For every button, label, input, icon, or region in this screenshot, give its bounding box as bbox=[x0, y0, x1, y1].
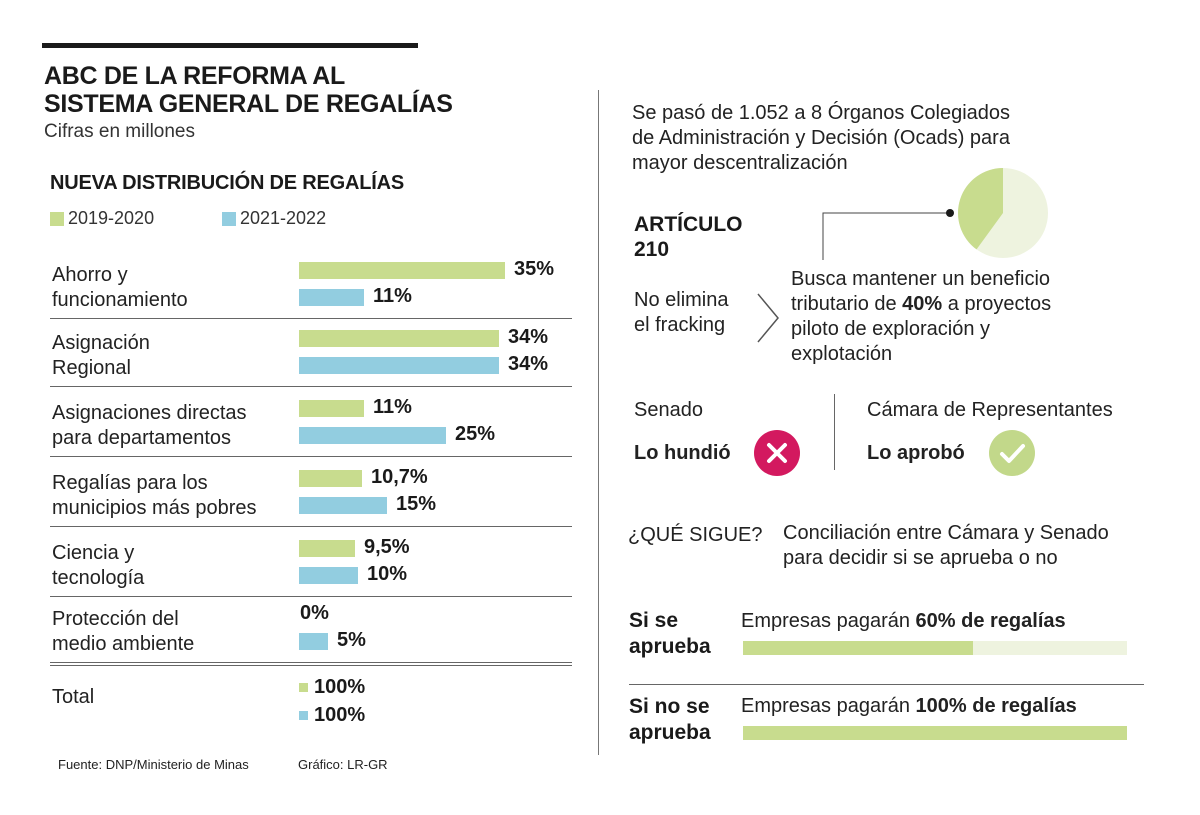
articulo-description: Busca mantener un beneficio tributario d… bbox=[791, 268, 1052, 365]
chevron-right-icon bbox=[757, 293, 779, 343]
bar-2019-2020 bbox=[299, 470, 362, 487]
row-divider bbox=[50, 456, 572, 457]
chart-title: NUEVA DISTRIBUCIÓN DE REGALÍAS bbox=[50, 172, 405, 194]
camara-label: Cámara de Representantes bbox=[867, 399, 1113, 421]
value-label: 10,7% bbox=[371, 466, 428, 488]
total-swatch-2021 bbox=[299, 711, 308, 720]
value-label: 9,5% bbox=[364, 536, 410, 558]
total-value-2019: 100% bbox=[314, 676, 366, 698]
ocads-text: Se pasó de 1.052 a 8 Órganos Colegiados … bbox=[632, 102, 1011, 174]
ocads-pie-chart bbox=[822, 168, 1048, 260]
value-label: 34% bbox=[508, 353, 549, 375]
value-label: 11% bbox=[373, 396, 412, 418]
outcome-rejected-track bbox=[743, 726, 1127, 740]
row-divider bbox=[50, 318, 572, 319]
next-label: ¿QUÉ SIGUE? bbox=[628, 524, 763, 546]
pie-connector-line bbox=[822, 212, 950, 260]
next-description: Conciliación entre Cámara y Senado para … bbox=[783, 522, 1109, 569]
subtitle: Cifras en millones bbox=[44, 121, 195, 142]
credit-note: Gráfico: LR-GR bbox=[298, 757, 388, 772]
legend-item-2019-2020: 2019-2020 bbox=[50, 208, 154, 229]
category-label: Asignaciones directas para departamentos bbox=[52, 402, 247, 449]
value-label: 34% bbox=[508, 326, 549, 348]
camara-result: Lo aprobó bbox=[867, 442, 965, 464]
articulo-label: ARTÍCULO 210 bbox=[634, 213, 743, 261]
title-rule bbox=[42, 43, 418, 48]
bar-2021-2022 bbox=[299, 633, 328, 650]
bar-2019-2020 bbox=[299, 262, 505, 279]
bar-2021-2022 bbox=[299, 497, 387, 514]
value-label: 10% bbox=[367, 563, 408, 585]
total-label: Total bbox=[52, 686, 95, 708]
bar-2021-2022 bbox=[299, 357, 499, 374]
value-label: 15% bbox=[396, 493, 437, 515]
bar-2021-2022 bbox=[299, 427, 446, 444]
row-divider bbox=[50, 662, 572, 663]
bar-2021-2022 bbox=[299, 289, 364, 306]
outcome-approved-fill bbox=[743, 641, 974, 655]
value-label: 25% bbox=[455, 423, 496, 445]
legend-swatch bbox=[222, 211, 236, 226]
outcome-approved-track bbox=[743, 641, 1127, 655]
source-note: Fuente: DNP/Ministerio de Minas bbox=[58, 757, 249, 772]
bar-2021-2022 bbox=[299, 567, 358, 584]
outcome-approved-text: Empresas pagarán 60% de regalías bbox=[741, 610, 1066, 632]
value-label: 35% bbox=[514, 258, 555, 280]
row-divider bbox=[50, 665, 572, 666]
senado-result: Lo hundió bbox=[634, 442, 731, 464]
bar-2019-2020 bbox=[299, 400, 364, 417]
senado-label: Senado bbox=[634, 399, 703, 421]
category-label: Protección del medio ambiente bbox=[52, 608, 195, 655]
outcomes-divider bbox=[629, 684, 1144, 685]
outcome-rejected-heading: Si no se aprueba bbox=[629, 695, 711, 744]
no-fracking-text: No elimina el fracking bbox=[634, 289, 729, 336]
category-label: Ahorro y funcionamiento bbox=[52, 264, 188, 311]
row-divider bbox=[50, 526, 572, 527]
total-value-2021: 100% bbox=[314, 704, 366, 726]
bar-2019-2020 bbox=[299, 540, 355, 557]
row-divider bbox=[50, 386, 572, 387]
outcome-approved-heading: Si se aprueba bbox=[629, 609, 711, 658]
value-label: 5% bbox=[337, 629, 366, 651]
category-label: Regalías para los municipios más pobres bbox=[52, 472, 257, 519]
category-label: Ciencia y tecnología bbox=[52, 542, 145, 589]
legend-swatch bbox=[50, 211, 64, 226]
votes-divider bbox=[834, 394, 835, 470]
legend-item-2021-2022: 2021-2022 bbox=[222, 208, 326, 229]
value-label: 0% bbox=[300, 602, 329, 624]
rejected-cross-icon bbox=[754, 430, 800, 476]
pie-highlight-slice bbox=[957, 168, 1003, 250]
total-swatch-2019 bbox=[299, 683, 308, 692]
outcome-rejected-text: Empresas pagarán 100% de regalías bbox=[741, 695, 1077, 717]
outcome-rejected-fill bbox=[743, 726, 1127, 740]
page-title: ABC DE LA REFORMA AL SISTEMA GENERAL DE … bbox=[44, 62, 453, 118]
row-divider bbox=[50, 596, 572, 597]
approved-check-icon bbox=[989, 430, 1035, 476]
category-label: Asignación Regional bbox=[52, 332, 150, 379]
value-label: 11% bbox=[373, 285, 412, 307]
column-divider bbox=[598, 90, 599, 755]
bar-2019-2020 bbox=[299, 330, 499, 347]
pie-connector-dot bbox=[946, 209, 954, 217]
